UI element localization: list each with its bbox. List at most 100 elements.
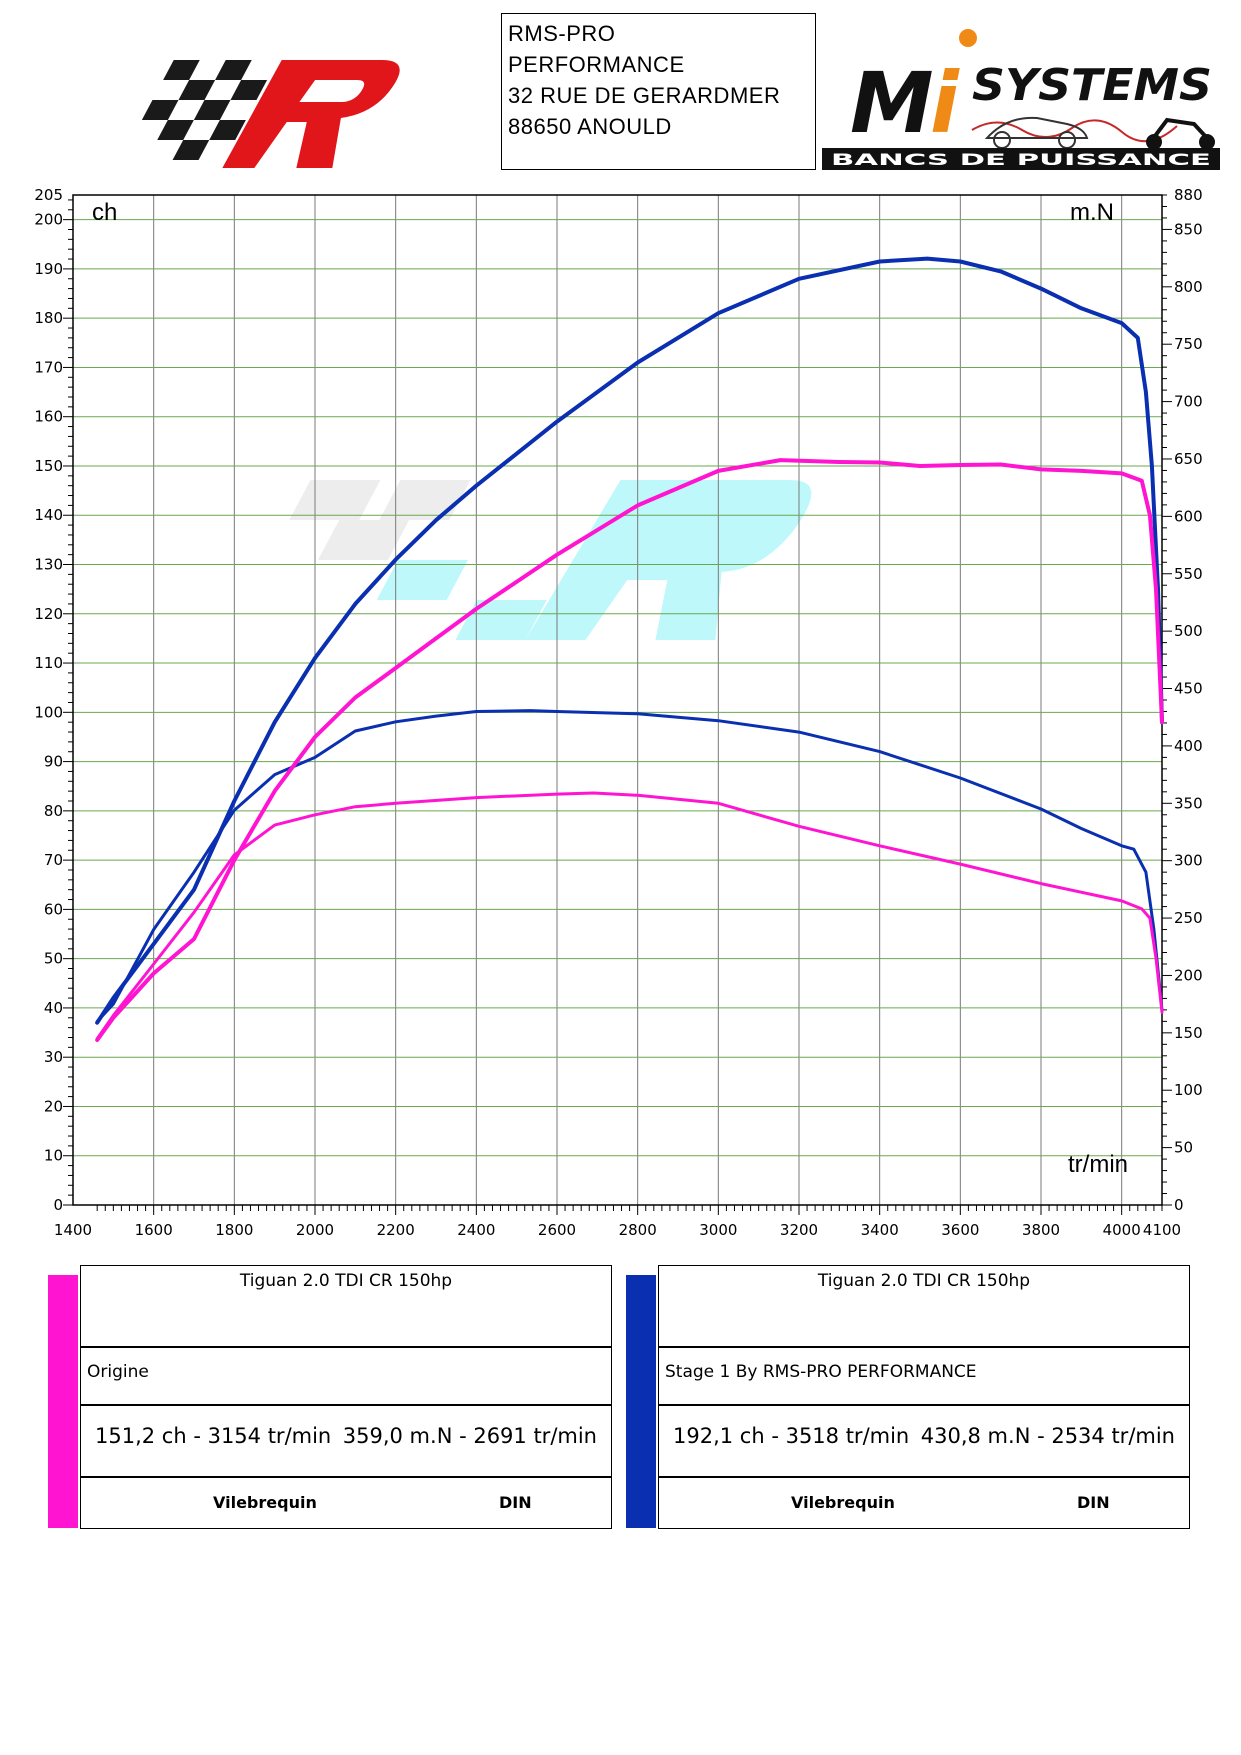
y-left-tick-label: 90 bbox=[44, 753, 63, 771]
y-right-tick-label: 750 bbox=[1174, 335, 1203, 353]
logo-systems-text: SYSTEMS bbox=[972, 60, 1212, 111]
mi-systems-logo: M i SYSTEMS BANCS DE PUISSANCE bbox=[822, 29, 1220, 170]
y-left-tick-label: 20 bbox=[44, 1097, 63, 1115]
y-right-tick-label: 150 bbox=[1174, 1024, 1203, 1042]
y-right-tick-label: 200 bbox=[1174, 966, 1203, 984]
x-tick-label: 2600 bbox=[538, 1221, 576, 1239]
stage1-torque-curve bbox=[95, 709, 1164, 1023]
y-left-tick-label: 120 bbox=[34, 605, 63, 623]
x-tick-label: 1600 bbox=[135, 1221, 173, 1239]
legend-row-vehicle: Tiguan 2.0 TDI CR 150hp bbox=[81, 1266, 611, 1348]
legend-row-name: Origine bbox=[81, 1348, 611, 1406]
legend-row-method: Vilebrequin DIN bbox=[81, 1478, 611, 1528]
legend-row-vehicle: Tiguan 2.0 TDI CR 150hp bbox=[659, 1266, 1189, 1348]
y-left-tick-label: 0 bbox=[53, 1196, 63, 1214]
plot-frame bbox=[72, 194, 1163, 1206]
legend-panel-stage1: Tiguan 2.0 TDI CR 150hp Stage 1 By RMS-P… bbox=[626, 1265, 1196, 1533]
svg-text:i: i bbox=[930, 54, 960, 152]
y-right-tick-label: 500 bbox=[1174, 622, 1203, 640]
x-tick-label: 3400 bbox=[861, 1221, 899, 1239]
watermark-logo bbox=[289, 480, 812, 640]
x-tick-label: 2200 bbox=[377, 1221, 415, 1239]
logo-subtext: BANCS DE PUISSANCE bbox=[831, 150, 1211, 169]
x-tick-label: 3200 bbox=[780, 1221, 818, 1239]
y-left-tick-label: 70 bbox=[44, 851, 63, 869]
x-unit-label: tr/min bbox=[1068, 1151, 1128, 1178]
legend-row-values: 192,1 ch - 3518 tr/min 430,8 m.N - 2534 … bbox=[659, 1406, 1189, 1478]
x-tick-label: 3800 bbox=[1022, 1221, 1060, 1239]
address-line-1: RMS-PRO bbox=[508, 21, 616, 46]
color-strip-origine bbox=[48, 1275, 78, 1528]
y-left-tick-label: 180 bbox=[34, 309, 63, 327]
y-right-tick-label: 350 bbox=[1174, 794, 1203, 812]
rms-logo bbox=[141, 60, 400, 168]
x-tick-label: 1800 bbox=[215, 1221, 253, 1239]
dyno-chart: 1400 1600 1800 2000 2200 2400 2600 2800 3000 3200… bbox=[34, 186, 1202, 1239]
y-right-tick-label: 700 bbox=[1174, 393, 1203, 411]
legend-row-values: 151,2 ch - 3154 tr/min 359,0 m.N - 2691 … bbox=[81, 1406, 611, 1478]
address-line-4: 88650 ANOULD bbox=[508, 114, 672, 139]
peak-power: 151,2 ch - 3154 tr/min bbox=[95, 1424, 332, 1448]
vehicle-name: Tiguan 2.0 TDI CR 150hp bbox=[817, 1271, 1031, 1291]
axes: 1400 1600 1800 2000 2200 2400 2600 2800 3000 3200… bbox=[34, 186, 1202, 1239]
series-name: Stage 1 By RMS-PRO PERFORMANCE bbox=[665, 1362, 977, 1382]
y-right-tick-label: 800 bbox=[1174, 278, 1203, 296]
y-right-tick-label: 550 bbox=[1174, 565, 1203, 583]
y-left-tick-label: 30 bbox=[44, 1048, 63, 1066]
x-tick-label: 3600 bbox=[941, 1221, 979, 1239]
x-tick-label: 3000 bbox=[699, 1221, 737, 1239]
vehicle-name: Tiguan 2.0 TDI CR 150hp bbox=[239, 1271, 453, 1291]
y-right-tick-label: 50 bbox=[1174, 1139, 1193, 1157]
y-left-tick-label: 110 bbox=[34, 654, 63, 672]
svg-text:M: M bbox=[850, 54, 934, 152]
x-tick-label: 2800 bbox=[619, 1221, 657, 1239]
address-line-3: 32 RUE DE GERARDMER bbox=[508, 83, 781, 108]
peak-torque: 430,8 m.N - 2534 tr/min bbox=[920, 1424, 1175, 1448]
legend-box-origine: Tiguan 2.0 TDI CR 150hp Origine 151,2 ch… bbox=[80, 1265, 612, 1529]
measure-point: Vilebrequin bbox=[213, 1493, 317, 1512]
stage1-power-curve bbox=[95, 256, 1164, 1025]
y-left-tick-label: 10 bbox=[44, 1147, 63, 1165]
left-unit-label: ch bbox=[92, 199, 117, 226]
address-box: RMS-PRO PERFORMANCE 32 RUE DE GERARDMER … bbox=[501, 13, 816, 170]
y-left-tick-label: 200 bbox=[34, 211, 63, 229]
legend-box-stage1: Tiguan 2.0 TDI CR 150hp Stage 1 By RMS-P… bbox=[658, 1265, 1190, 1529]
address-line-2: PERFORMANCE bbox=[508, 52, 685, 77]
color-strip-stage1 bbox=[626, 1275, 656, 1528]
y-right-tick-label: 650 bbox=[1174, 450, 1203, 468]
y-right-tick-label: 400 bbox=[1174, 737, 1203, 755]
peak-torque: 359,0 m.N - 2691 tr/min bbox=[342, 1424, 597, 1448]
norm-label: DIN bbox=[499, 1493, 532, 1512]
y-right-tick-label: 100 bbox=[1174, 1081, 1203, 1099]
y-left-tick-label: 50 bbox=[44, 950, 63, 968]
y-right-tick-label: 850 bbox=[1174, 220, 1203, 238]
y-left-tick-label: 140 bbox=[34, 506, 63, 524]
y-left-tick-label: 130 bbox=[34, 556, 63, 574]
origine-power-curve bbox=[95, 458, 1164, 1042]
grid bbox=[73, 195, 1162, 1205]
y-left-tick-label: 150 bbox=[34, 457, 63, 475]
y-left-tick-label: 170 bbox=[34, 358, 63, 376]
peak-power: 192,1 ch - 3518 tr/min bbox=[673, 1424, 910, 1448]
legend-row-method: Vilebrequin DIN bbox=[659, 1478, 1189, 1528]
y-right-tick-label: 0 bbox=[1174, 1196, 1184, 1214]
y-left-tick-label: 205 bbox=[34, 186, 63, 204]
y-right-tick-label: 300 bbox=[1174, 852, 1203, 870]
legend-panel-origine: Tiguan 2.0 TDI CR 150hp Origine 151,2 ch… bbox=[48, 1265, 618, 1533]
y-left-tick-label: 40 bbox=[44, 999, 63, 1017]
measure-point: Vilebrequin bbox=[791, 1493, 895, 1512]
y-right-tick-label: 880 bbox=[1174, 186, 1203, 204]
norm-label: DIN bbox=[1077, 1493, 1110, 1512]
y-left-tick-label: 160 bbox=[34, 408, 63, 426]
y-left-tick-label: 60 bbox=[44, 900, 63, 918]
y-left-tick-label: 80 bbox=[44, 802, 63, 820]
legend-row-name: Stage 1 By RMS-PRO PERFORMANCE bbox=[659, 1348, 1189, 1406]
y-right-tick-label: 250 bbox=[1174, 909, 1203, 927]
right-unit-label: m.N bbox=[1070, 199, 1114, 226]
origine-torque-curve bbox=[95, 791, 1164, 1041]
y-right-tick-label: 600 bbox=[1174, 507, 1203, 525]
series-name: Origine bbox=[87, 1362, 149, 1382]
y-left-tick-label: 190 bbox=[34, 260, 63, 278]
x-tick-label: 4100 bbox=[1143, 1221, 1181, 1239]
x-tick-label: 2000 bbox=[296, 1221, 334, 1239]
